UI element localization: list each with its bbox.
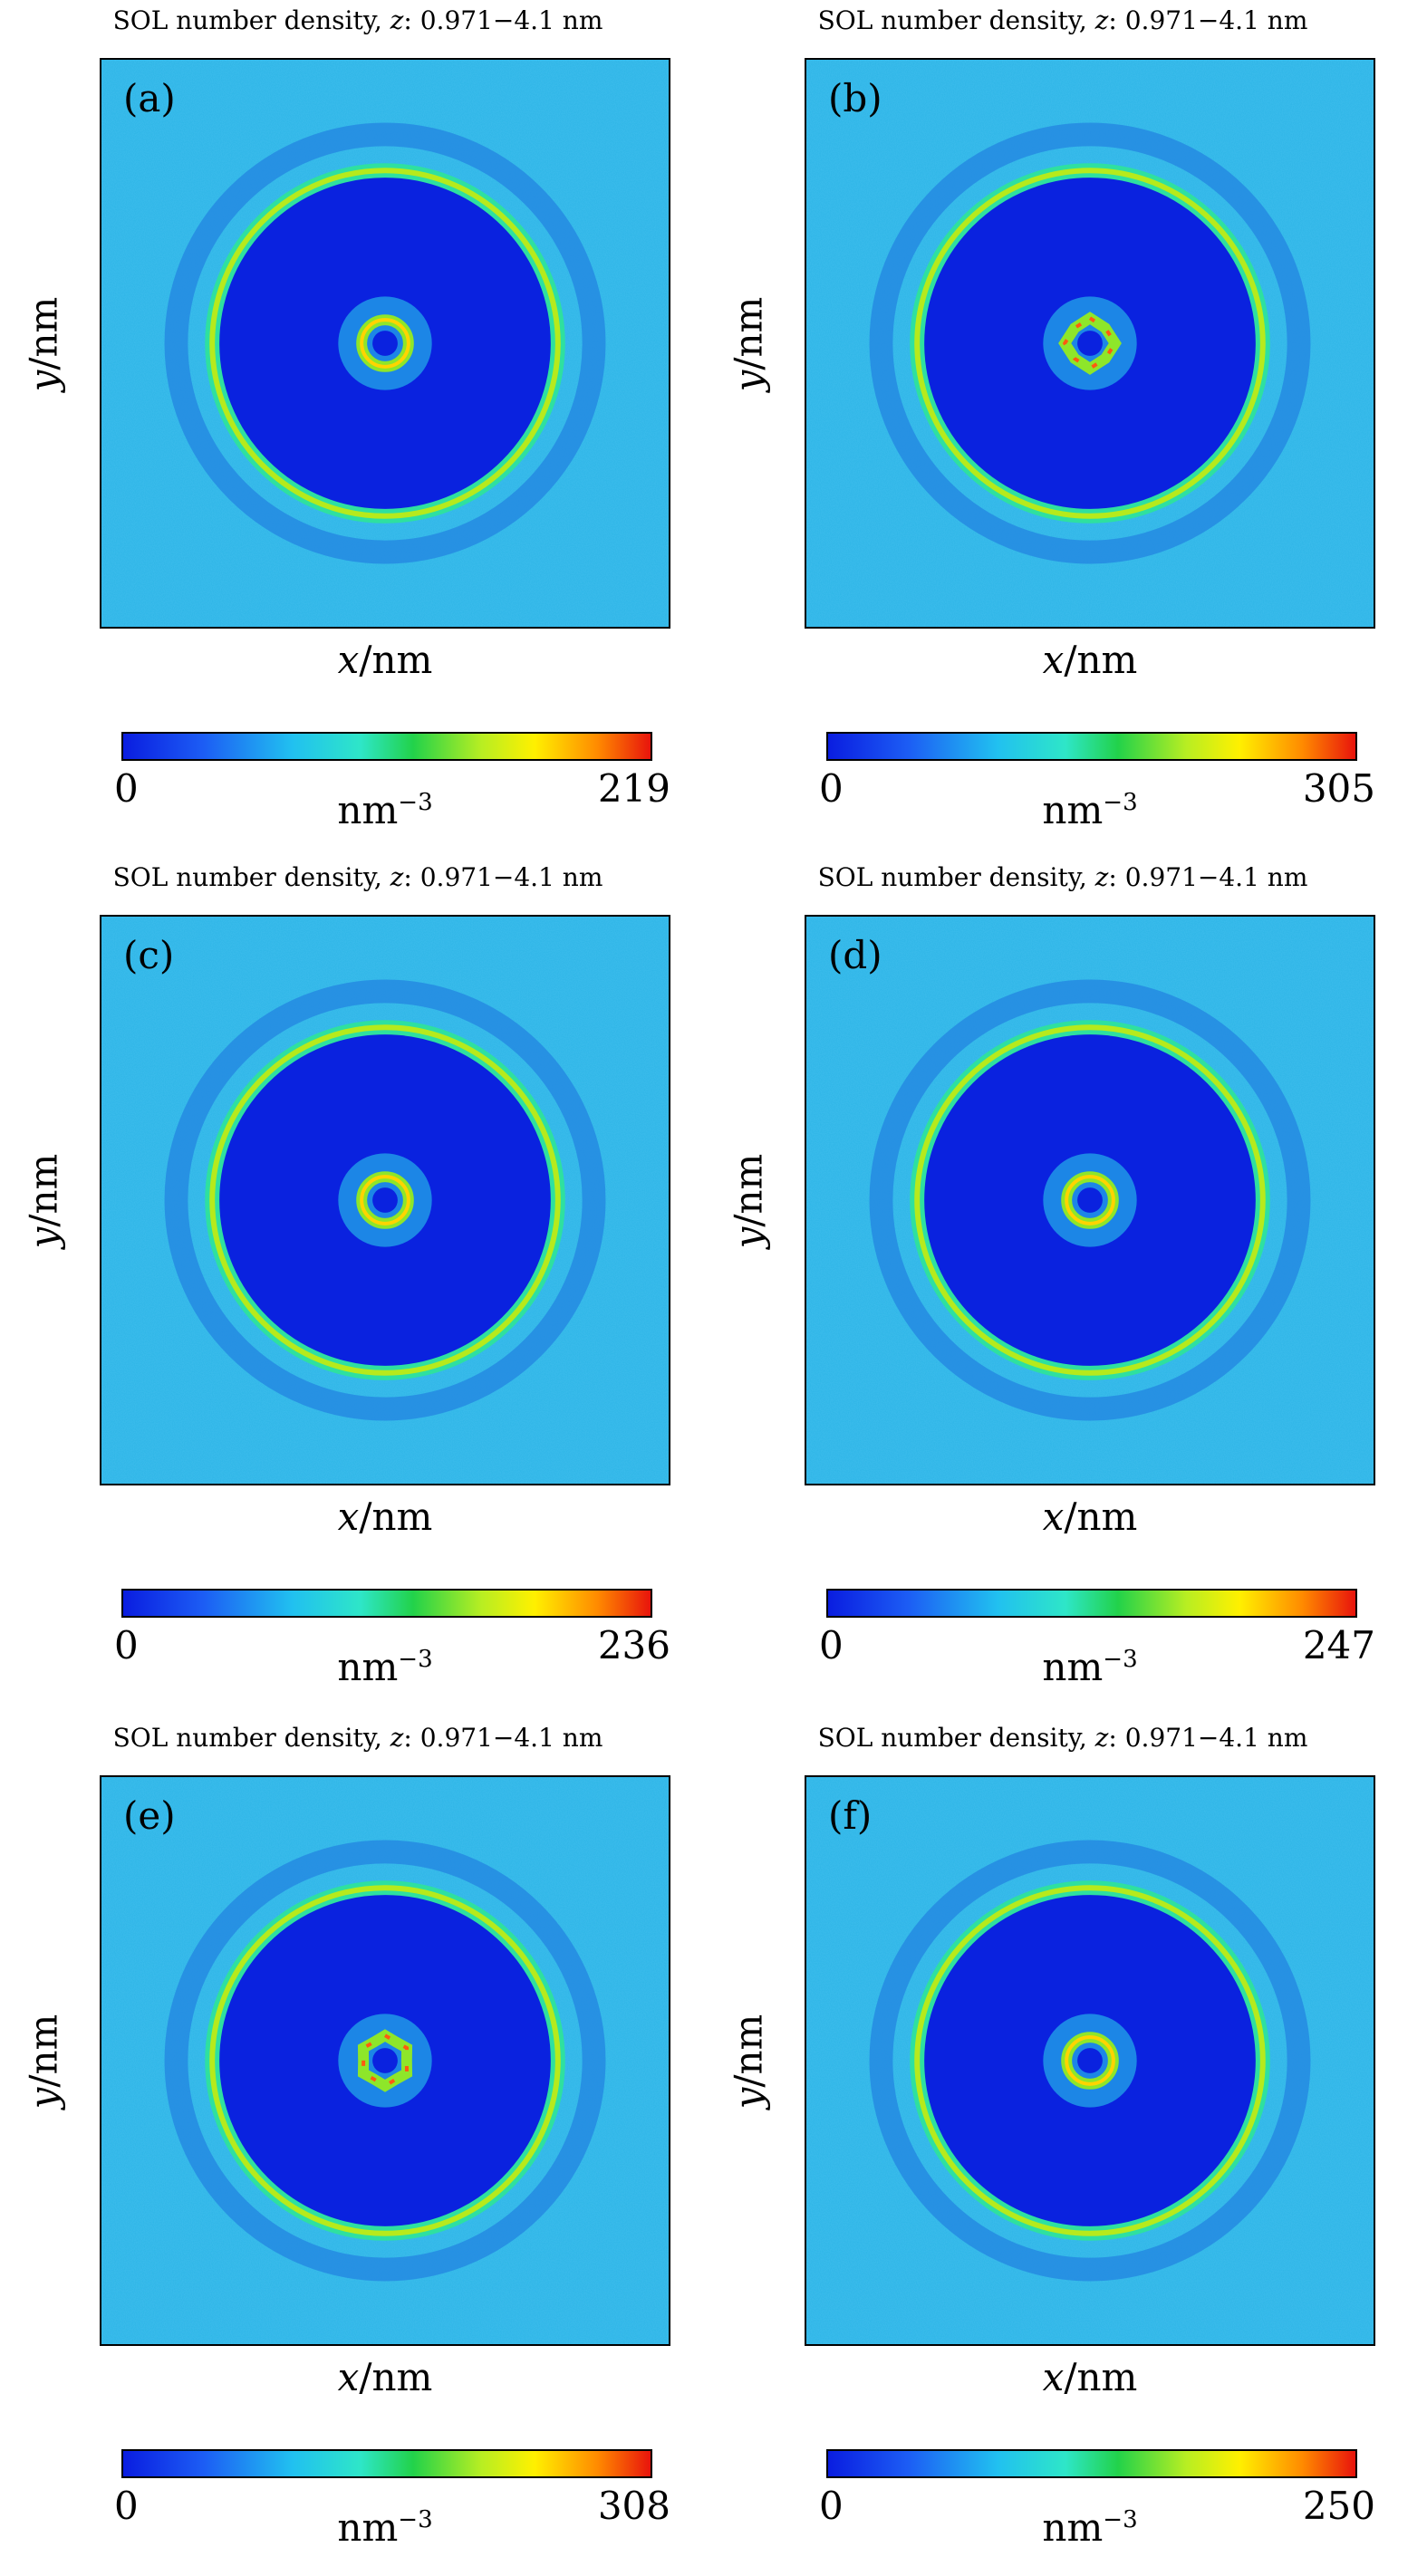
colorbar bbox=[826, 732, 1357, 761]
colorbar-unit-label: nm−3 bbox=[1042, 788, 1138, 832]
panel-title: SOL number density, z: 0.971−4.1 nm bbox=[817, 5, 1308, 35]
panel-title: SOL number density, z: 0.971−4.1 nm bbox=[817, 1723, 1308, 1753]
density-map bbox=[805, 58, 1375, 629]
panel-title: SOL number density, z: 0.971−4.1 nm bbox=[112, 862, 603, 892]
panel-d: SOL number density, z: 0.971−4.1 nm y/nm(… bbox=[705, 857, 1393, 1708]
panel-title: SOL number density, z: 0.971−4.1 nm bbox=[112, 5, 603, 35]
density-map bbox=[805, 1775, 1375, 2346]
x-axis-label: x/nm bbox=[1042, 1495, 1138, 1539]
panel-label: (e) bbox=[123, 1793, 176, 1838]
panel-label: (d) bbox=[828, 933, 882, 977]
colorbar-max-label: 250 bbox=[1302, 2484, 1375, 2528]
colorbar-min-label: 0 bbox=[819, 766, 844, 811]
colorbar-unit-label: nm−3 bbox=[1042, 2505, 1138, 2550]
colorbar-min-label: 0 bbox=[819, 1623, 844, 1668]
colorbar bbox=[121, 2449, 652, 2478]
colorbar-max-label: 247 bbox=[1302, 1623, 1375, 1668]
colorbar-min-label: 0 bbox=[819, 2484, 844, 2528]
colorbar bbox=[826, 1589, 1357, 1618]
x-axis-label: x/nm bbox=[337, 638, 433, 682]
panel-label: (c) bbox=[123, 933, 175, 977]
x-axis-label: x/nm bbox=[1042, 2355, 1138, 2399]
colorbar-max-label: 305 bbox=[1302, 766, 1375, 811]
x-axis-label: x/nm bbox=[337, 2355, 433, 2399]
panel-b: SOL number density, z: 0.971−4.1 nm y/nm(… bbox=[705, 0, 1393, 851]
panel-label: (a) bbox=[123, 76, 176, 120]
density-map bbox=[805, 915, 1375, 1485]
panel-title: SOL number density, z: 0.971−4.1 nm bbox=[817, 862, 1308, 892]
colorbar bbox=[826, 2449, 1357, 2478]
x-axis-label: x/nm bbox=[337, 1495, 433, 1539]
panel-e: SOL number density, z: 0.971−4.1 nm y/nm(… bbox=[0, 1717, 689, 2569]
colorbar bbox=[121, 1589, 652, 1618]
density-map bbox=[100, 915, 670, 1485]
colorbar-max-label: 308 bbox=[597, 2484, 670, 2528]
density-map bbox=[100, 1775, 670, 2346]
colorbar-unit-label: nm−3 bbox=[1042, 1645, 1138, 1689]
panel-label: (b) bbox=[828, 76, 882, 120]
panel-a: SOL number density, z: 0.971−4.1 nm y/nm(… bbox=[0, 0, 689, 851]
x-axis-label: x/nm bbox=[1042, 638, 1138, 682]
colorbar-max-label: 219 bbox=[597, 766, 670, 811]
colorbar-min-label: 0 bbox=[114, 1623, 139, 1668]
colorbar-min-label: 0 bbox=[114, 766, 139, 811]
panel-f: SOL number density, z: 0.971−4.1 nm y/nm(… bbox=[705, 1717, 1393, 2569]
panel-c: SOL number density, z: 0.971−4.1 nm y/nm(… bbox=[0, 857, 689, 1708]
density-map bbox=[100, 58, 670, 629]
colorbar-min-label: 0 bbox=[114, 2484, 139, 2528]
colorbar-unit-label: nm−3 bbox=[337, 2505, 433, 2550]
panel-label: (f) bbox=[828, 1793, 873, 1838]
colorbar bbox=[121, 732, 652, 761]
colorbar-unit-label: nm−3 bbox=[337, 788, 433, 832]
colorbar-unit-label: nm−3 bbox=[337, 1645, 433, 1689]
panel-title: SOL number density, z: 0.971−4.1 nm bbox=[112, 1723, 603, 1753]
colorbar-max-label: 236 bbox=[597, 1623, 670, 1668]
